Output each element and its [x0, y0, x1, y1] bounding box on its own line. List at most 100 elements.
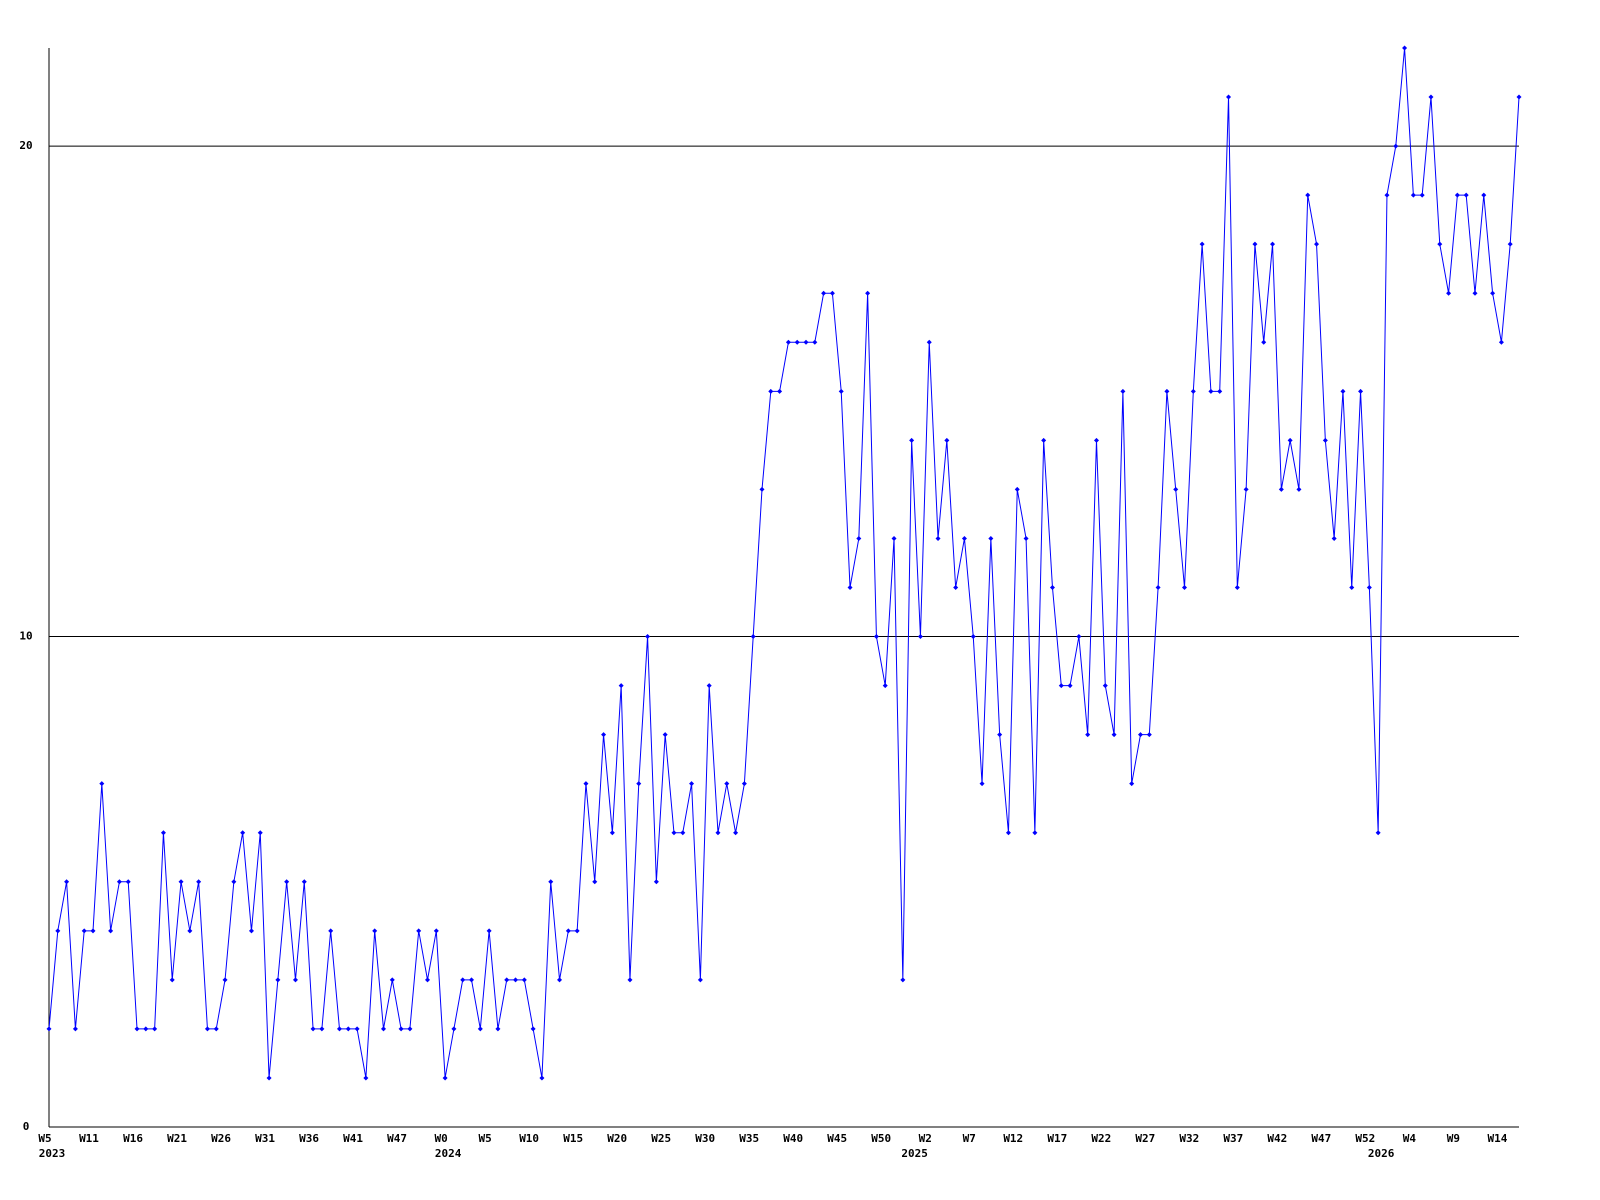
x-tick-label: W27 — [1135, 1132, 1155, 1145]
x-tick-label: W36 — [299, 1132, 319, 1145]
point-marker — [1093, 437, 1099, 443]
point-marker — [1208, 388, 1214, 394]
point-marker — [372, 928, 378, 934]
point-marker — [557, 977, 563, 983]
x-tick-label: W11 — [79, 1132, 99, 1145]
point-marker — [1120, 388, 1126, 394]
x-tick-label: W47 — [387, 1132, 407, 1145]
point-marker — [257, 830, 263, 836]
point-marker — [565, 928, 571, 934]
point-marker — [1463, 192, 1469, 198]
point-marker — [152, 1026, 158, 1032]
x-tick-label: W12 — [1003, 1132, 1023, 1145]
point-marker — [1014, 486, 1020, 492]
point-marker — [662, 732, 668, 738]
point-marker — [733, 830, 739, 836]
point-marker — [1314, 241, 1320, 247]
x-tick-label: W26 — [211, 1132, 231, 1145]
point-marker — [328, 928, 334, 934]
point-marker — [116, 879, 122, 885]
point-marker — [55, 928, 61, 934]
point-marker — [143, 1026, 149, 1032]
y-tick-label: 20 — [19, 139, 32, 152]
point-marker — [777, 388, 783, 394]
point-marker — [204, 1026, 210, 1032]
point-marker — [301, 879, 307, 885]
point-marker — [1410, 192, 1416, 198]
point-marker — [1199, 241, 1205, 247]
point-marker — [583, 781, 589, 787]
point-marker — [935, 535, 941, 541]
point-marker — [125, 879, 131, 885]
point-marker — [1111, 732, 1117, 738]
point-marker — [1437, 241, 1443, 247]
point-marker — [1516, 94, 1522, 100]
point-marker — [618, 683, 624, 689]
point-marker — [504, 977, 510, 983]
x-tick-label: W40 — [783, 1132, 803, 1145]
point-marker — [416, 928, 422, 934]
point-marker — [1234, 585, 1240, 590]
point-marker — [240, 830, 246, 836]
point-marker — [1252, 241, 1258, 247]
point-marker — [741, 781, 747, 787]
point-marker — [46, 1026, 52, 1032]
point-marker — [680, 830, 686, 836]
x-tick-label: W45 — [827, 1132, 847, 1145]
point-marker — [1349, 585, 1355, 590]
point-marker — [469, 977, 475, 983]
point-marker — [1182, 585, 1188, 590]
point-marker — [917, 634, 923, 640]
point-marker — [99, 781, 105, 787]
point-marker — [521, 977, 527, 983]
point-marker — [873, 634, 879, 640]
point-marker — [689, 781, 695, 787]
point-marker — [1243, 486, 1249, 492]
point-marker — [1190, 388, 1196, 394]
point-marker — [1217, 388, 1223, 394]
point-marker — [794, 339, 800, 345]
point-marker — [81, 928, 87, 934]
x-year-label: 2024 — [435, 1147, 462, 1160]
point-marker — [724, 781, 730, 787]
point-marker — [1402, 45, 1408, 51]
point-marker — [231, 879, 237, 885]
point-marker — [1023, 535, 1029, 541]
point-marker — [1137, 732, 1143, 738]
point-marker — [601, 732, 607, 738]
point-marker — [592, 879, 598, 885]
point-marker — [539, 1075, 545, 1081]
point-marker — [354, 1026, 360, 1032]
point-marker — [108, 928, 114, 934]
point-marker — [1366, 585, 1372, 590]
point-marker — [72, 1026, 78, 1032]
point-marker — [222, 977, 228, 983]
point-marker — [248, 928, 254, 934]
point-marker — [336, 1026, 342, 1032]
point-marker — [486, 928, 492, 934]
point-marker — [380, 1026, 386, 1032]
point-marker — [1419, 192, 1425, 198]
point-marker — [627, 977, 633, 983]
point-marker — [187, 928, 193, 934]
point-marker — [1164, 388, 1170, 394]
point-marker — [451, 1026, 457, 1032]
point-marker — [442, 1075, 448, 1081]
x-tick-label: W14 — [1487, 1132, 1507, 1145]
point-marker — [821, 290, 827, 296]
point-marker — [1032, 830, 1038, 836]
x-tick-label: W30 — [695, 1132, 715, 1145]
point-marker — [926, 339, 932, 345]
x-tick-label: W15 — [563, 1132, 583, 1145]
x-year-label: 2023 — [39, 1147, 66, 1160]
point-marker — [1481, 192, 1487, 198]
x-tick-label: W42 — [1267, 1132, 1287, 1145]
point-marker — [1340, 388, 1346, 394]
point-marker — [697, 977, 703, 983]
point-marker — [548, 879, 554, 885]
x-tick-label: W32 — [1179, 1132, 1199, 1145]
series-line — [48, 47, 1520, 1079]
point-marker — [1358, 388, 1364, 394]
x-tick-label: W52 — [1355, 1132, 1375, 1145]
point-marker — [1278, 486, 1284, 492]
